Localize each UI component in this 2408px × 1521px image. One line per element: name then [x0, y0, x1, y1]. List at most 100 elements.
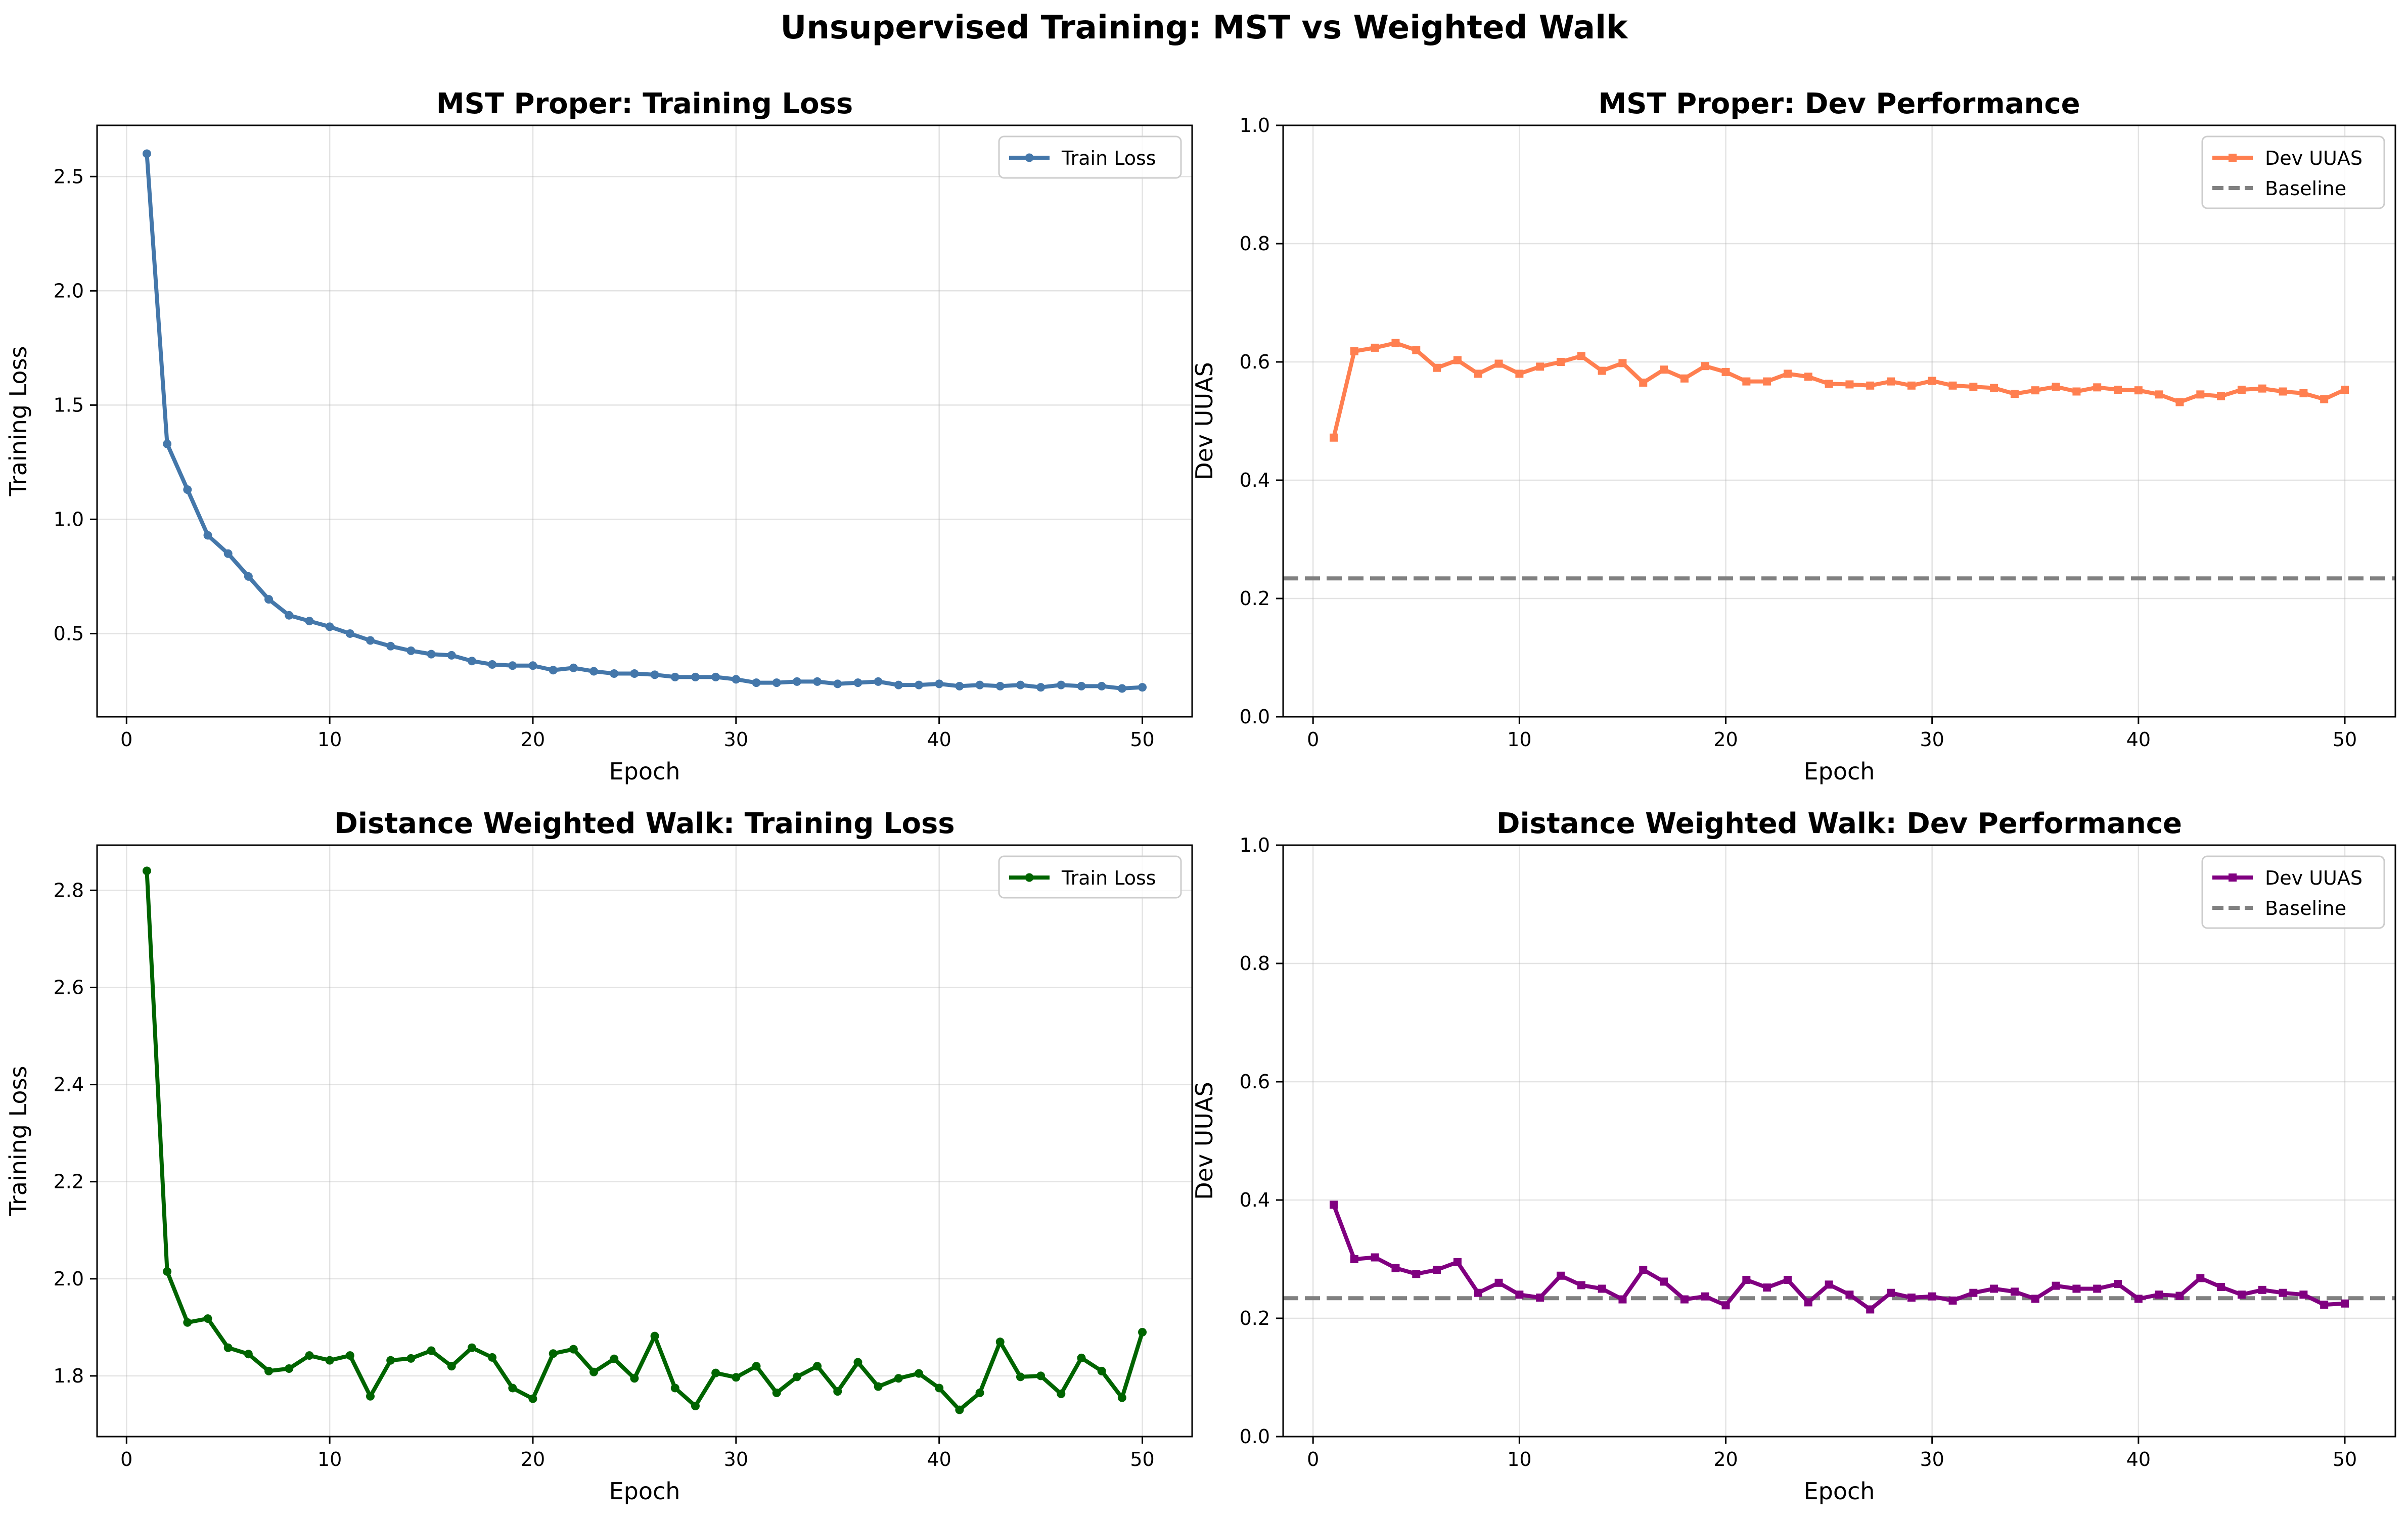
data-point [467, 1343, 476, 1352]
data-point [732, 1373, 741, 1382]
x-axis-label: Epoch [1804, 758, 1875, 785]
data-point [1866, 381, 1875, 390]
data-point [1577, 1281, 1585, 1289]
data-point [1928, 377, 1936, 385]
subplot-1: 0 10 20 30 40 50 0.5 1.0 1.5 2.0 2.5 MST Proper: Tr… [5, 87, 1193, 785]
axes-frame [96, 124, 1193, 718]
data-point [427, 1346, 436, 1355]
data-point [406, 1354, 416, 1363]
x-axis-label: Epoch [609, 1478, 680, 1505]
axes-frame [1282, 124, 2396, 718]
data-point [183, 485, 192, 494]
legend-box [2201, 855, 2385, 929]
data-point [2196, 1274, 2205, 1282]
data-point [325, 622, 334, 631]
data-point [2052, 383, 2060, 391]
data-point [853, 678, 862, 687]
y-tick-label: 0.5 [54, 622, 84, 644]
data-point [2134, 1295, 2143, 1303]
x-axis-label: Epoch [609, 758, 680, 785]
data-point [1742, 377, 1751, 386]
data-point [1433, 1266, 1441, 1274]
data-point [2258, 1285, 2266, 1294]
legend-marker [1025, 153, 1034, 162]
data-point [2072, 1284, 2081, 1293]
y-axis-label: Training Loss [5, 346, 32, 496]
data-point [915, 680, 924, 689]
data-point [2175, 398, 2184, 406]
data-point [2052, 1281, 2060, 1290]
data-point [874, 677, 883, 686]
data-point [2279, 387, 2287, 396]
x-tick-label: 0 [120, 728, 132, 751]
data-point [670, 1384, 679, 1393]
data-point [650, 670, 659, 679]
data-point [1556, 358, 1565, 366]
subplot-title: MST Proper: Dev Performance [1598, 87, 2080, 120]
data-point [1969, 383, 1978, 391]
data-point [1742, 1275, 1751, 1284]
data-point [732, 675, 741, 684]
data-point [711, 1368, 720, 1377]
data-point [366, 1392, 375, 1401]
data-point [1783, 370, 1792, 378]
data-point [467, 657, 476, 666]
data-point [935, 1384, 944, 1393]
data-point [1057, 680, 1066, 689]
series-line [1332, 1204, 2345, 1312]
data-point [1763, 377, 1771, 386]
x-tick-label: 30 [724, 1448, 748, 1470]
legend-box [998, 135, 1182, 179]
data-point [1948, 381, 1957, 390]
data-point [2341, 1299, 2349, 1308]
x-tick-label: 40 [2126, 1448, 2151, 1470]
data-point [752, 1362, 761, 1371]
data-point [1077, 1353, 1086, 1362]
data-point [1330, 433, 1338, 442]
data-point [2258, 384, 2266, 393]
data-point [203, 1314, 212, 1323]
data-point [1701, 1292, 1709, 1301]
subplot-title: Distance Weighted Walk: Dev Performance [1496, 807, 2182, 840]
data-point [691, 1401, 700, 1410]
data-point [1515, 1290, 1524, 1299]
x-tick-label: 40 [2126, 728, 2151, 751]
data-point [1639, 1266, 1648, 1274]
data-point [203, 531, 212, 540]
y-tick-label: 2.0 [54, 1268, 84, 1290]
y-tick-label: 0.6 [1240, 351, 1270, 373]
data-point [183, 1318, 192, 1327]
y-tick-label: 1.0 [1240, 834, 1270, 856]
y-tick-label: 0.4 [1240, 1189, 1270, 1211]
data-point [1391, 1264, 1400, 1272]
data-point [1371, 343, 1379, 352]
data-point [1453, 1258, 1462, 1266]
legend-label: Baseline [2265, 177, 2346, 200]
data-point [670, 672, 679, 681]
data-point [2031, 1295, 2039, 1303]
x-axis-label: Epoch [1804, 1478, 1875, 1505]
data-point [1598, 1284, 1606, 1293]
data-point [1887, 377, 1895, 386]
x-tick-label: 20 [521, 1448, 545, 1470]
data-point [630, 1374, 639, 1383]
data-point [1016, 680, 1025, 689]
data-point [2031, 386, 2039, 395]
x-tick-label: 0 [120, 1448, 132, 1470]
x-tick-label: 10 [317, 1448, 342, 1470]
x-tick-label: 0 [1307, 1448, 1319, 1470]
data-point [1804, 1298, 1812, 1307]
legend-label: Dev UUAS [2265, 867, 2362, 889]
data-point [406, 646, 416, 655]
y-tick-label: 0.4 [1240, 469, 1270, 491]
data-point [691, 672, 700, 681]
data-point [2299, 1290, 2308, 1299]
x-tick-label: 30 [1920, 728, 1944, 751]
data-point [1907, 381, 1916, 390]
y-tick-label: 0.0 [1240, 1425, 1270, 1448]
data-point [447, 1362, 456, 1371]
x-tick-label: 50 [2333, 1448, 2357, 1470]
data-point [1660, 1277, 1668, 1286]
y-tick-label: 2.6 [54, 976, 84, 998]
